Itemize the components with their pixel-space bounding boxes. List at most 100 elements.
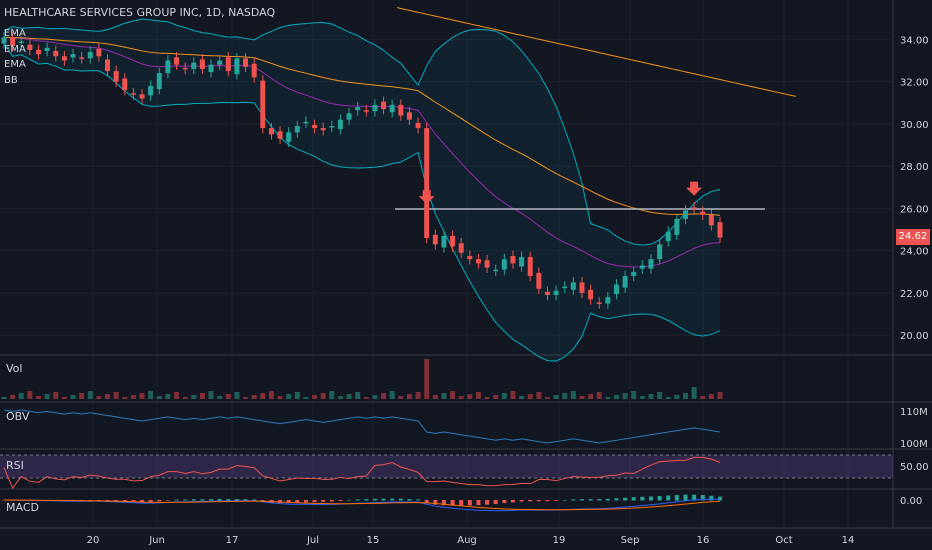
macd-histogram-bar: [148, 500, 153, 502]
volume-bar: [53, 392, 59, 399]
macd-histogram-bar: [347, 499, 352, 501]
indicator-ema-3[interactable]: EMA: [4, 59, 26, 70]
macd-histogram-bar: [648, 496, 653, 501]
macd-histogram-bar: [519, 500, 524, 502]
macd-histogram-bar: [174, 499, 179, 501]
candle-body: [87, 52, 93, 59]
macd-histogram-bar: [579, 499, 584, 501]
obv-tick-label: 110M: [900, 407, 928, 418]
volume-bar: [363, 397, 369, 399]
time-tick-label: 14: [842, 535, 855, 546]
signal-arrows: [418, 181, 703, 205]
macd-histogram-bar: [398, 498, 403, 501]
volume-bar: [36, 396, 42, 399]
macd-histogram-bar: [614, 498, 619, 501]
obv-tick-label: 100M: [900, 439, 928, 450]
macd-histogram-bar: [631, 497, 636, 501]
volume-bar: [544, 397, 550, 399]
rsi-pane: [0, 454, 893, 489]
candle-body: [337, 119, 343, 130]
candle-body: [389, 104, 395, 113]
volume-bar: [381, 393, 387, 399]
volume-bar: [682, 393, 688, 399]
indicator-ema-2[interactable]: EMA: [4, 43, 26, 55]
candle-body: [639, 265, 645, 269]
volume-bar: [596, 392, 602, 399]
indicator-bb[interactable]: BB: [4, 74, 18, 86]
macd-histogram-bar: [536, 500, 541, 502]
ema-lines: [3, 7, 796, 268]
candle-body: [105, 59, 111, 72]
axes: 34.00 32.00 30.00 28.00 26.00 24.00 22.00 20.00…: [87, 35, 929, 546]
volume-bar: [398, 396, 404, 399]
candle-body: [708, 214, 714, 226]
time-tick-label: Sep: [621, 535, 640, 546]
volume-bar: [562, 393, 568, 399]
volume-bar: [268, 391, 274, 399]
macd-histogram-bar: [295, 500, 300, 503]
volume-bar: [631, 391, 637, 399]
time-tick-label: Aug: [457, 535, 477, 546]
price-tick-label: 30.00: [900, 120, 929, 131]
indicator-ema-1[interactable]: EMA: [4, 28, 26, 39]
candle-body: [493, 269, 499, 272]
candle-body: [303, 121, 309, 124]
rsi-line: [3, 456, 721, 489]
volume-bar: [648, 394, 654, 399]
candle-body: [27, 44, 33, 50]
volume-bar: [130, 395, 136, 399]
volume-bar: [139, 393, 145, 399]
macd-histogram-bar: [709, 495, 714, 501]
price-tick-label: 24.00: [900, 247, 929, 258]
macd-histogram-bar: [416, 499, 421, 501]
volume-bar: [156, 396, 162, 399]
macd-histogram-bar: [623, 497, 628, 501]
macd-histogram-bar: [528, 500, 533, 502]
macd-pane: [2, 494, 722, 512]
macd-histogram-bar: [165, 500, 170, 501]
macd-histogram-bar: [424, 500, 429, 503]
volume-bar: [312, 395, 318, 399]
macd-histogram-bar: [562, 499, 567, 501]
vol-label[interactable]: Vol: [6, 362, 23, 375]
volume-bar: [657, 392, 663, 399]
candle-body: [372, 104, 378, 112]
candle-body: [657, 244, 663, 260]
price-tick-label: 22.00: [900, 289, 929, 300]
volume-bar: [320, 393, 326, 399]
macd-histogram-bar: [692, 494, 697, 501]
volume-bar: [148, 391, 154, 399]
candle-body: [596, 302, 602, 304]
rsi-label[interactable]: RSI: [6, 459, 24, 472]
bollinger-bands: [3, 18, 721, 362]
candle-body: [96, 48, 102, 57]
macd-label[interactable]: MACD: [6, 501, 39, 514]
candle-body: [225, 57, 231, 72]
volume-bar: [458, 396, 464, 399]
macd-histogram-bar: [303, 500, 308, 503]
down-arrow-icon: [686, 181, 703, 196]
volume-bar: [389, 391, 395, 399]
time-tick-label: 15: [367, 535, 380, 546]
volume-bar: [79, 393, 85, 399]
volume-bar: [294, 392, 300, 399]
candle-body: [251, 63, 257, 78]
macd-histogram-bar: [597, 499, 602, 501]
volume-bar: [10, 395, 16, 399]
candle-body: [475, 259, 481, 264]
volume-bar: [243, 397, 249, 399]
volume-bar: [510, 391, 516, 399]
macd-histogram-bar: [381, 498, 386, 501]
macd-histogram-bar: [674, 495, 679, 501]
candle-body: [588, 289, 594, 300]
candle-body: [277, 131, 283, 139]
macd-histogram-bar: [450, 500, 455, 506]
candle-body: [70, 54, 76, 58]
volume-bar: [570, 391, 576, 399]
last-price-badge: 24.62: [896, 229, 930, 245]
macd-histogram-bar: [209, 499, 214, 501]
candlestick-series: [1, 31, 723, 309]
obv-label[interactable]: OBV: [6, 410, 30, 423]
candle-body: [674, 218, 680, 235]
